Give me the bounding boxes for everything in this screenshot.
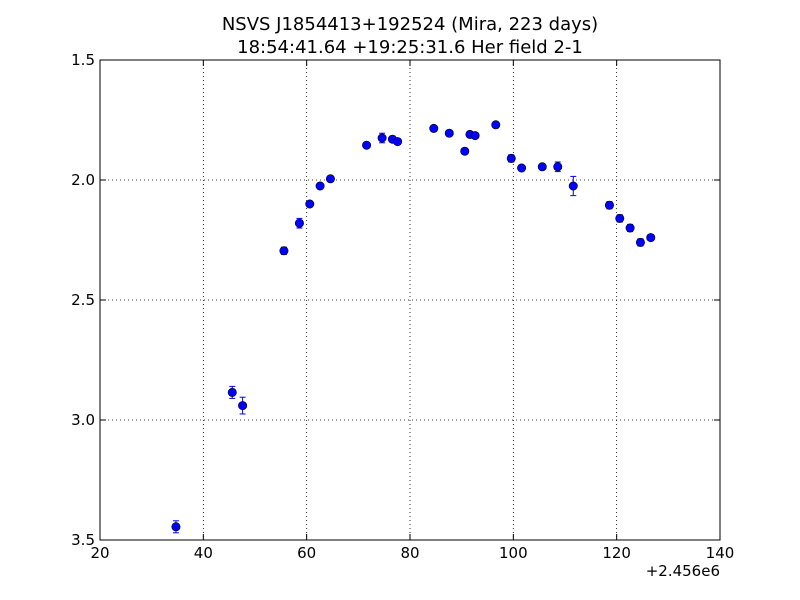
chart-title: NSVS J1854413+192524 (Mira, 223 days) xyxy=(222,14,598,35)
data-point xyxy=(470,131,480,141)
point-marker xyxy=(444,128,454,138)
point-marker xyxy=(362,140,372,150)
data-point xyxy=(279,246,289,256)
data-point xyxy=(646,233,656,243)
point-marker xyxy=(537,162,547,172)
x-tick-label: 60 xyxy=(297,544,316,562)
data-point xyxy=(517,163,527,173)
point-marker xyxy=(305,199,315,209)
point-marker xyxy=(635,237,645,247)
data-point xyxy=(429,123,439,133)
data-point xyxy=(444,128,454,138)
data-point xyxy=(171,520,181,534)
data-point xyxy=(568,175,578,197)
data-point xyxy=(238,396,248,415)
point-marker xyxy=(171,522,181,532)
data-point xyxy=(460,146,470,156)
y-tick-label: 3.0 xyxy=(71,411,95,429)
point-marker xyxy=(279,246,289,256)
point-marker xyxy=(646,233,656,243)
point-marker xyxy=(460,146,470,156)
data-points xyxy=(171,120,656,534)
point-marker xyxy=(294,218,304,228)
data-point xyxy=(227,385,237,399)
x-offset-label: +2.456e6 xyxy=(646,562,720,580)
x-tick-label: 20 xyxy=(90,544,109,562)
data-point xyxy=(625,223,635,233)
point-marker xyxy=(315,181,325,191)
data-point xyxy=(305,199,315,209)
data-point xyxy=(604,200,614,210)
point-marker xyxy=(238,401,248,411)
point-marker xyxy=(429,123,439,133)
x-tick-label: 140 xyxy=(706,544,735,562)
y-tick-label: 3.5 xyxy=(71,531,95,549)
data-point xyxy=(325,174,335,184)
y-tick-labels: 1.5 2.0 2.5 3.0 3.5 xyxy=(71,51,95,549)
x-tick-label: 80 xyxy=(400,544,419,562)
data-point xyxy=(393,137,403,147)
point-marker xyxy=(377,133,387,143)
point-marker xyxy=(568,181,578,191)
grid xyxy=(100,60,720,540)
x-tick-label: 120 xyxy=(602,544,631,562)
point-marker xyxy=(470,131,480,141)
data-point xyxy=(377,132,387,144)
point-marker xyxy=(227,387,237,397)
data-point xyxy=(294,217,304,229)
y-tick-label: 2.5 xyxy=(71,291,95,309)
x-tick-label: 100 xyxy=(499,544,528,562)
point-marker xyxy=(506,153,516,163)
data-point xyxy=(315,181,325,191)
x-tick-label: 40 xyxy=(194,544,213,562)
chart-subtitle: 18:54:41.64 +19:25:31.6 Her field 2-1 xyxy=(237,37,583,58)
point-marker xyxy=(625,223,635,233)
data-point xyxy=(491,120,501,130)
point-marker xyxy=(553,162,563,172)
x-tick-labels: 20 40 60 80 100 120 140 xyxy=(90,544,734,562)
data-point xyxy=(615,213,625,223)
plot-frame xyxy=(99,59,721,541)
data-point xyxy=(537,162,547,172)
y-tick-label: 1.5 xyxy=(71,51,95,69)
point-marker xyxy=(325,174,335,184)
data-point xyxy=(362,140,372,150)
data-point xyxy=(506,153,516,163)
y-tick-label: 2.0 xyxy=(71,171,95,189)
point-marker xyxy=(393,137,403,147)
point-marker xyxy=(517,163,527,173)
data-point xyxy=(553,161,563,173)
data-point xyxy=(635,237,645,247)
point-marker xyxy=(615,213,625,223)
point-marker xyxy=(491,120,501,130)
point-marker xyxy=(604,200,614,210)
